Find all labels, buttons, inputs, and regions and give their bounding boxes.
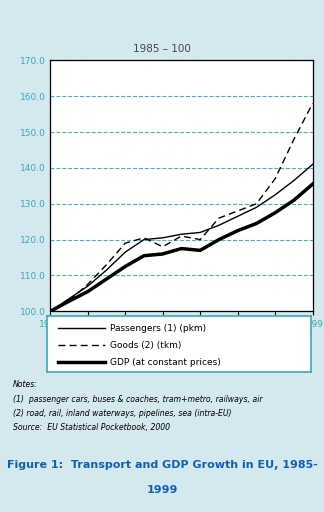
Text: Passengers (1) (pkm): Passengers (1) (pkm) [110, 324, 206, 333]
Text: Notes:: Notes: [13, 380, 38, 390]
Text: 1985 – 100: 1985 – 100 [133, 44, 191, 54]
Text: 1999: 1999 [146, 485, 178, 495]
Text: Figure 1:  Transport and GDP Growth in EU, 1985-: Figure 1: Transport and GDP Growth in EU… [6, 460, 318, 470]
Text: (2) road, rail, inland waterways, pipelines, sea (intra-EU): (2) road, rail, inland waterways, pipeli… [13, 409, 231, 418]
Text: Source:  EU Statistical Pocketbook, 2000: Source: EU Statistical Pocketbook, 2000 [13, 423, 170, 433]
Text: (1)  passenger cars, buses & coaches, tram+metro, railways, air: (1) passenger cars, buses & coaches, tra… [13, 395, 262, 404]
Text: GDP (at constant prices): GDP (at constant prices) [110, 357, 221, 367]
Text: Goods (2) (tkm): Goods (2) (tkm) [110, 340, 182, 350]
